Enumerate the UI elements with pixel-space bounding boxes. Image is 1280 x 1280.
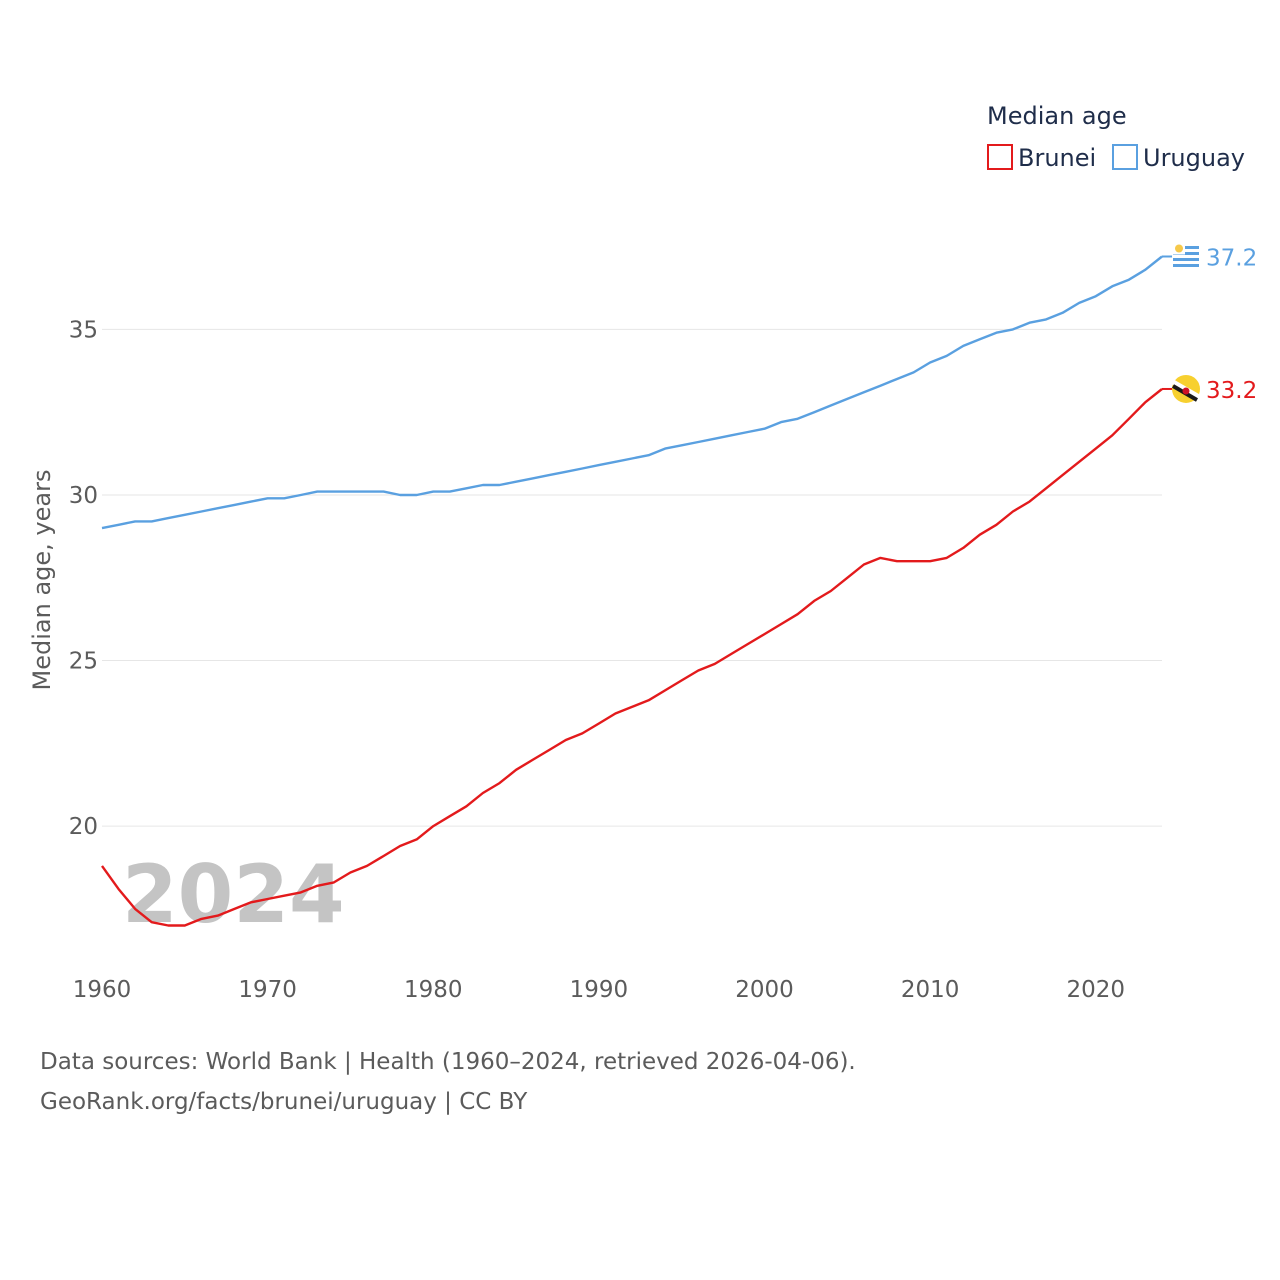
data-source-note: Data sources: World Bank | Health (1960–… [40, 1042, 856, 1122]
x-tick-label: 1980 [404, 977, 463, 1003]
end-label-brunei: 33.2 [1206, 378, 1257, 404]
source-link-line[interactable]: GeoRank.org/facts/brunei/uruguay | CC BY [40, 1089, 528, 1115]
y-tick-label: 20 [69, 814, 98, 840]
source-line-1: Data sources: World Bank | Health (1960–… [40, 1049, 856, 1075]
line-chart: 20 25 30 35 1960 1970 1980 1990 2000 2010 2020 Me… [28, 102, 1257, 1003]
legend-item-brunei[interactable]: Brunei [987, 144, 1096, 172]
legend-swatch-uruguay [1112, 144, 1138, 170]
legend-title: Median age [987, 102, 1127, 130]
year-watermark: 2024 [122, 848, 345, 941]
x-tick-label: 2000 [735, 977, 794, 1003]
legend-swatch-brunei [987, 144, 1013, 170]
series-line-uruguay[interactable] [101, 255, 1163, 530]
x-tick-label: 1970 [238, 977, 297, 1003]
y-axis-label: Median age, years [28, 470, 56, 691]
x-tick-label: 2020 [1066, 977, 1125, 1003]
gridlines [102, 328, 1162, 827]
x-tick-label: 1990 [570, 977, 629, 1003]
series-line-brunei[interactable] [101, 388, 1163, 927]
y-tick-label: 35 [69, 317, 98, 343]
legend-item-uruguay[interactable]: Uruguay [1112, 144, 1245, 172]
x-axis: 1960 1970 1980 1990 2000 2010 2020 [73, 977, 1125, 1003]
x-tick-label: 2010 [901, 977, 960, 1003]
uruguay-flag-icon [1172, 242, 1200, 271]
end-label-uruguay: 37.2 [1206, 245, 1257, 271]
legend-label-brunei: Brunei [1018, 144, 1096, 172]
x-tick-label: 1960 [73, 977, 132, 1003]
y-axis: 20 25 30 35 [69, 317, 98, 840]
end-labels: 33.2 37.2 [1162, 242, 1257, 404]
y-tick-label: 30 [69, 483, 98, 509]
legend-label-uruguay: Uruguay [1143, 144, 1245, 172]
series-lines [101, 255, 1163, 927]
y-tick-label: 25 [69, 649, 98, 675]
legend[interactable]: Median age Brunei Uruguay [987, 102, 1245, 172]
brunei-flag-icon [1171, 374, 1201, 403]
